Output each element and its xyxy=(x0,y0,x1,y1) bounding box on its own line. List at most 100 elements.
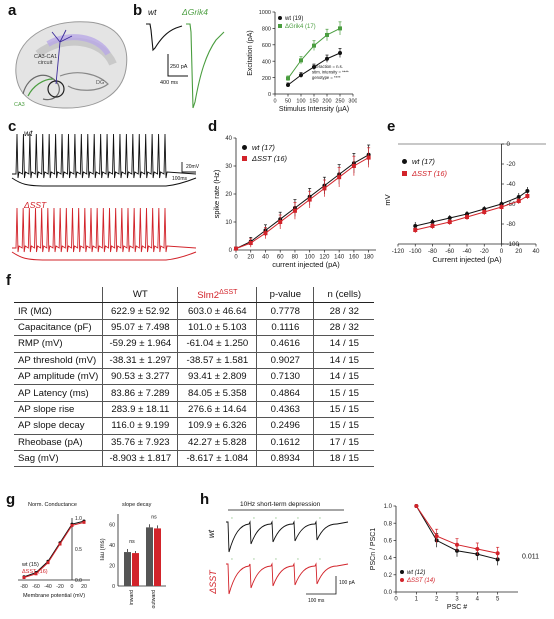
data-point xyxy=(82,520,86,524)
h-scale-time: 100 ms xyxy=(308,598,325,604)
table-cell: -38.31 ± 1.297 xyxy=(102,352,179,369)
h-wt-trace xyxy=(226,520,349,553)
row-label: Rheobase (pA) xyxy=(14,434,104,451)
x-tick-label: 140 xyxy=(334,255,345,261)
series-line-1 xyxy=(23,521,85,578)
data-point xyxy=(516,199,521,203)
legend-label: ΔSST (14) xyxy=(406,578,435,584)
panel-label-b: b xyxy=(133,2,143,19)
x-tick-label: -60 xyxy=(445,248,455,255)
category-label: inward xyxy=(129,590,135,605)
b-mut-trace xyxy=(186,23,225,109)
table-cell: 95.07 ± 7.498 xyxy=(102,319,179,337)
y-tick-label: 0 xyxy=(229,248,233,254)
data-point xyxy=(447,220,452,224)
bar xyxy=(154,528,161,586)
panel-label-c: c xyxy=(8,118,17,135)
panel-label-g: g xyxy=(6,491,16,508)
table-cell: 603.0 ± 46.64 xyxy=(177,302,258,320)
h-scale-bar xyxy=(306,576,337,595)
legend-label: wt (17) xyxy=(412,157,435,166)
panel-label-e: e xyxy=(387,118,396,135)
table-cell: 0.8934 xyxy=(256,450,315,468)
table-cell: 35.76 ± 7.923 xyxy=(102,434,179,451)
y-tick-label: 0.5 xyxy=(75,547,82,553)
data-point xyxy=(312,64,316,69)
x-tick-label: 4 xyxy=(476,597,480,603)
x-tick-label: -100 xyxy=(409,248,422,255)
panel-label-f: f xyxy=(6,272,11,289)
h-title: 10Hz short-term depression xyxy=(240,501,321,508)
y-tick-label: -40 xyxy=(507,181,517,188)
x-tick-label: 0 xyxy=(273,99,276,105)
table-cell: 28 / 32 xyxy=(313,302,375,320)
table-cell: 116.0 ± 9.199 xyxy=(102,417,179,435)
x-axis-label: Membrane potential (mV) xyxy=(23,593,85,599)
data-point xyxy=(292,208,297,213)
table-row: AP threshold (mV) -38.31 ± 1.297 -38.57 ± … xyxy=(14,352,375,369)
data-point xyxy=(70,523,74,527)
y-tick-label: 10 xyxy=(225,220,232,226)
y-tick-label: 0 xyxy=(507,141,511,148)
data-point xyxy=(58,542,62,546)
x-tick-label: 160 xyxy=(349,255,360,261)
data-point xyxy=(430,220,435,224)
x-tick-label: 20 xyxy=(515,248,522,255)
data-point xyxy=(299,58,303,63)
h-scale-current: 100 pA xyxy=(339,580,356,586)
table-header-blank xyxy=(14,287,104,304)
table-header-row: WT Slm2ΔSST p-value n (cells) xyxy=(14,287,375,304)
data-point xyxy=(414,504,419,508)
table-cell: 109.9 ± 6.326 xyxy=(177,417,258,435)
chart-h-psc-ratio: 0 1 2 3 4 5 0.0 0.2 0.4 0.6 0.8 1.0 PSC # PSCn / PSC1… xyxy=(370,504,539,611)
stim-marker: ≈ xyxy=(319,557,321,561)
stim-marker: ≈ xyxy=(231,557,233,561)
table-cell: 15 / 15 xyxy=(313,384,375,402)
y-tick-label: 0.0 xyxy=(384,590,393,596)
panel-label-h: h xyxy=(200,491,210,508)
ca3-label: CA3 xyxy=(14,102,25,108)
h-annotation: 0.011 xyxy=(522,554,539,561)
c-mut-hyperpol xyxy=(11,251,197,261)
bar xyxy=(146,527,153,586)
table-cell: 283.9 ± 18.11 xyxy=(102,401,179,419)
x-axis-label: current injected (pA) xyxy=(272,260,340,269)
ca3ca1-label: CA3-CA1 xyxy=(34,54,57,60)
stim-marker: ≈ xyxy=(253,516,255,520)
c-scale-mv: 20mV xyxy=(186,164,200,170)
c-wt-hyperpol xyxy=(11,177,197,187)
data-point xyxy=(278,220,283,224)
legend-marker xyxy=(278,24,282,28)
legend-label: ΔSST (16) xyxy=(22,569,48,575)
y-tick-label: 0.2 xyxy=(384,573,393,579)
stim-marker: ≈ xyxy=(231,516,233,520)
legend-label: wt (15) xyxy=(21,562,39,568)
table-cell: 83.86 ± 7.289 xyxy=(102,384,179,402)
data-point xyxy=(482,210,487,214)
stats-label: interaction = n.s. xyxy=(312,64,343,69)
x-tick-label: 250 xyxy=(335,99,344,105)
x-tick-label: 120 xyxy=(319,255,330,261)
legend-marker xyxy=(242,145,247,150)
y-tick-label: 1.0 xyxy=(75,516,82,522)
table-cell: 0.2496 xyxy=(256,417,315,435)
table-cell: 0.1116 xyxy=(256,319,315,337)
data-point xyxy=(307,197,312,202)
x-tick-label: 3 xyxy=(455,597,459,603)
y-tick-label: 60 xyxy=(109,522,115,528)
spike-train xyxy=(12,207,197,253)
data-point xyxy=(430,224,435,228)
table-cell: 101.0 ± 5.103 xyxy=(177,319,258,337)
data-point xyxy=(337,175,342,180)
row-label: AP slope rise xyxy=(14,401,104,419)
data-point xyxy=(455,542,459,547)
table-row: Sag (mV) -8.903 ± 1.817 -8.617 ± 1.084 0.89… xyxy=(14,450,375,468)
slm2-superscript: ΔSST xyxy=(219,288,238,296)
data-point xyxy=(525,194,530,198)
y-tick-label: 0 xyxy=(112,584,115,590)
c-scale-bar xyxy=(181,162,196,173)
dg-label: DG xyxy=(96,80,104,86)
stim-marker: ≈ xyxy=(297,516,299,520)
c-wt-label: wt xyxy=(24,128,33,138)
y-axis-label: Excitation (pA) xyxy=(247,30,254,76)
